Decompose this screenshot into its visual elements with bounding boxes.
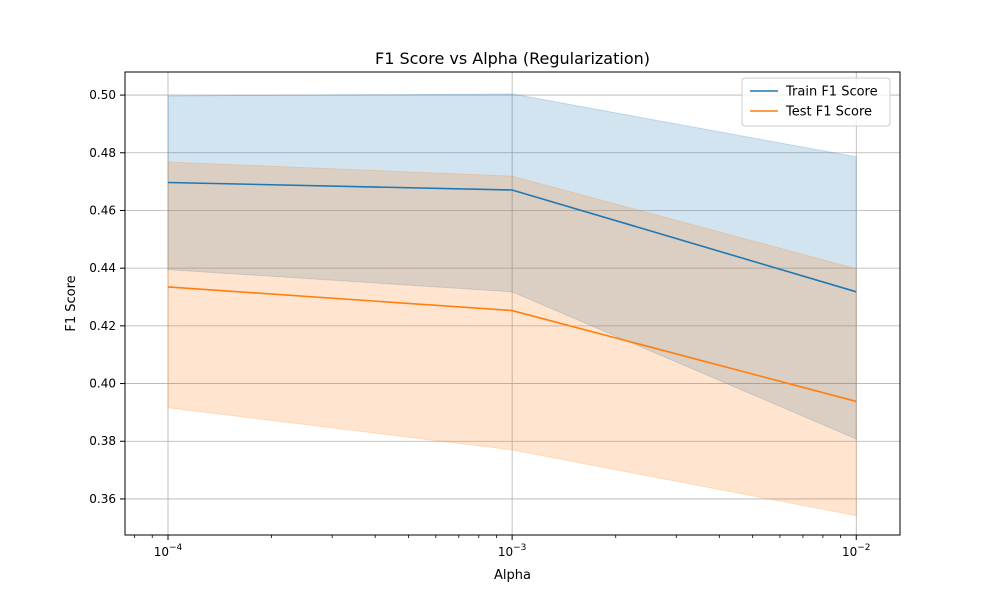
confidence-band <box>167 161 857 517</box>
y-tick-label: 0.44 <box>89 261 116 275</box>
y-tick-label: 0.50 <box>89 88 116 102</box>
y-axis-label: F1 Score <box>64 275 79 331</box>
chart-title: F1 Score vs Alpha (Regularization) <box>375 49 650 68</box>
legend-label: Train F1 Score <box>785 85 878 100</box>
grid <box>125 72 900 535</box>
series-lines <box>167 181 857 403</box>
legend-label: Test F1 Score <box>785 105 872 120</box>
x-tick-label: 10−2 <box>842 543 871 559</box>
series-line <box>167 181 857 293</box>
confidence-bands <box>167 93 857 517</box>
y-axis-ticks: 0.36 0.38 0.40 0.42 0.44 0.46 0.48 0.50 <box>89 88 125 506</box>
y-tick-label: 0.36 <box>89 492 116 506</box>
y-tick-label: 0.38 <box>89 434 116 448</box>
x-axis-ticks: 10−4 10−3 10−2 <box>134 535 871 559</box>
legend-box <box>741 77 891 127</box>
y-tick-label: 0.40 <box>89 377 116 391</box>
series-line <box>167 286 857 403</box>
y-tick-label: 0.42 <box>89 319 116 333</box>
legend: Train F1 Score Test F1 Score <box>741 77 891 127</box>
y-tick-label: 0.46 <box>89 203 116 217</box>
y-tick-label: 0.48 <box>89 146 116 160</box>
confidence-band <box>167 93 857 440</box>
x-axis-label: Alpha <box>494 568 531 583</box>
x-tick-label: 10−4 <box>154 543 183 559</box>
x-tick-label: 10−3 <box>498 543 527 559</box>
